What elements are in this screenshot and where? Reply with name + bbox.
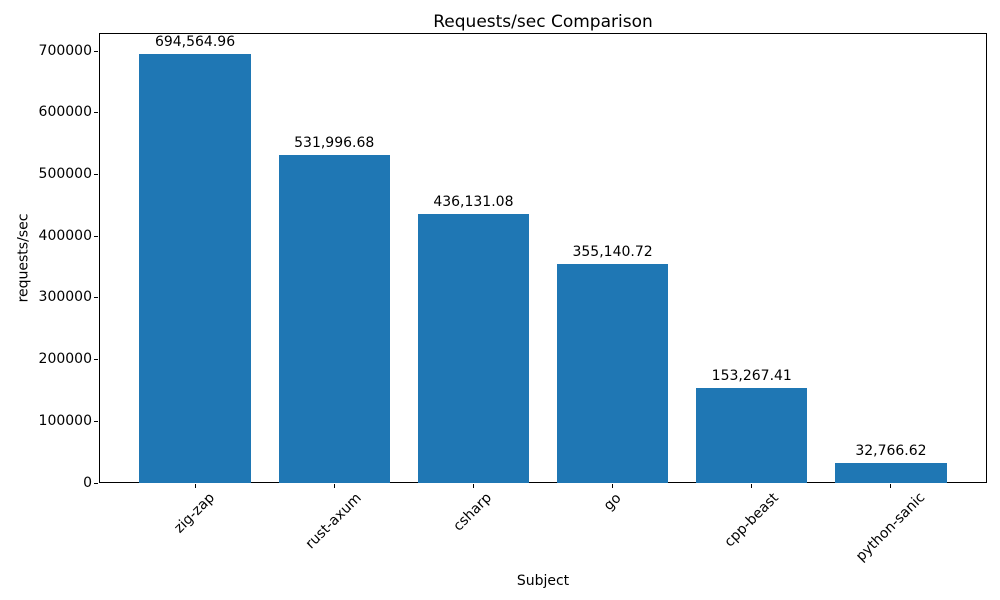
y-tick-mark — [94, 50, 98, 52]
x-tick-mark — [333, 484, 335, 488]
x-tick-mark — [890, 484, 892, 488]
x-tick-mark — [751, 484, 753, 488]
x-tick-mark — [472, 484, 474, 488]
bar-value-label: 436,131.08 — [433, 193, 514, 210]
bar-value-label: 531,996.68 — [294, 134, 375, 151]
bar-value-label: 355,140.72 — [572, 243, 653, 260]
y-tick-label: 0 — [83, 474, 92, 491]
bar — [278, 154, 390, 483]
x-tick-label: csharp — [450, 489, 496, 535]
bar-value-label: 694,564.96 — [154, 34, 236, 51]
bar — [417, 213, 530, 483]
y-tick-label: 600000 — [38, 104, 92, 121]
y-tick-mark — [94, 359, 98, 361]
y-tick-mark — [94, 235, 98, 237]
bar — [696, 388, 808, 483]
y-tick-mark — [94, 112, 98, 114]
bar — [835, 462, 947, 483]
x-tick-label: python-sanic — [852, 489, 929, 566]
x-tick-label: cpp-beast — [721, 489, 782, 551]
y-tick-mark — [94, 482, 98, 484]
y-tick-label: 400000 — [38, 227, 92, 244]
y-tick-label: 100000 — [38, 412, 92, 429]
y-tick-mark — [94, 420, 98, 422]
y-tick-label: 700000 — [38, 42, 92, 59]
y-tick-label: 500000 — [38, 165, 92, 182]
chart-title: Requests/sec Comparison — [433, 12, 653, 32]
y-tick-mark — [94, 173, 98, 175]
y-tick-label: 200000 — [38, 351, 92, 368]
x-axis-label: Subject — [516, 573, 570, 589]
x-tick-mark — [194, 484, 196, 488]
x-tick-label: zig-zap — [171, 489, 219, 537]
bar-value-label: 32,766.62 — [855, 442, 927, 459]
y-tick-label: 300000 — [38, 289, 92, 306]
bar-value-label: 153,267.41 — [711, 368, 792, 385]
bar — [556, 263, 669, 483]
x-tick-label: rust-axum — [302, 490, 365, 553]
x-tick-mark — [612, 484, 614, 488]
y-tick-mark — [94, 297, 98, 299]
x-tick-label: go — [600, 489, 625, 514]
bar — [139, 54, 251, 483]
